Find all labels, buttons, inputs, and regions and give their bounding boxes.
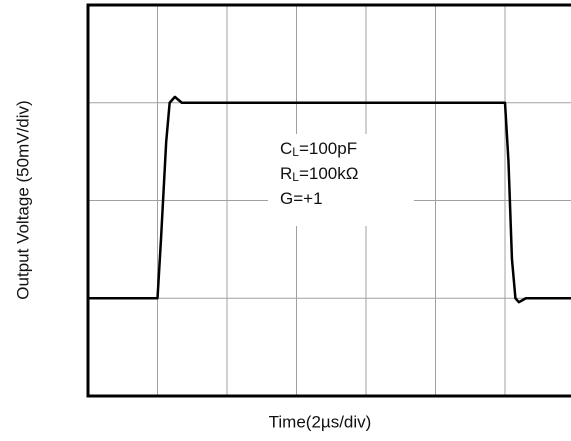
waveform <box>88 95 571 304</box>
annotation-value: =100pF <box>299 139 357 158</box>
annotation-subscript: L <box>292 145 299 159</box>
y-axis-label: Output Voltage (50mV/div) <box>13 100 32 299</box>
plot-frame <box>86 3 571 398</box>
annotation: G=+1 <box>280 189 323 208</box>
annotation-box <box>268 134 414 226</box>
annotation-symbol: G <box>280 189 293 208</box>
annotation-subscript: L <box>292 170 299 184</box>
annotation-value: =+1 <box>293 189 322 208</box>
annotation: CL=100pF <box>280 139 357 159</box>
annotation-value: =100kΩ <box>299 164 359 183</box>
annotation: RL=100kΩ <box>280 164 358 184</box>
annotation-symbol: C <box>280 139 292 158</box>
annotation-symbol: R <box>280 164 292 183</box>
x-axis-label: Time(2µs/div) <box>269 412 372 431</box>
